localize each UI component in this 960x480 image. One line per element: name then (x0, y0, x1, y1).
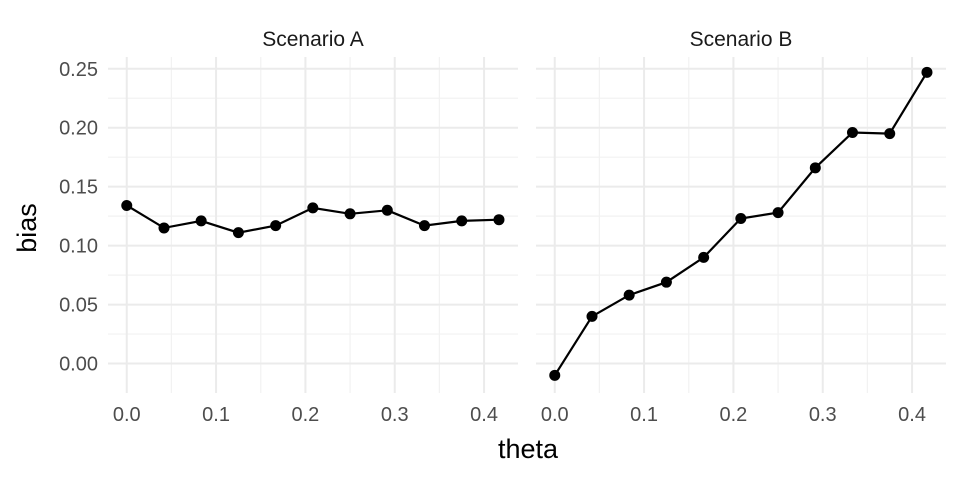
data-point (772, 207, 784, 219)
data-point (195, 215, 207, 227)
data-point (493, 214, 505, 226)
data-point (121, 200, 133, 212)
x-tick-label: 0.0 (113, 404, 141, 426)
data-point (698, 251, 710, 263)
x-tick-label: 0.4 (898, 404, 926, 426)
x-tick-label: 0.4 (470, 404, 498, 426)
y-tick-label: 0.20 (59, 118, 98, 140)
data-point (586, 310, 598, 322)
data-point (456, 215, 468, 227)
panel-scenario-a: Scenario A 0.0 0.1 0.2 0.3 0.4 (108, 28, 518, 426)
y-tick-label: 0.25 (59, 59, 98, 81)
data-point (549, 369, 561, 381)
x-axis-title: theta (498, 434, 559, 464)
y-tick-label: 0.05 (59, 295, 98, 317)
data-point (270, 220, 282, 232)
x-tick-label: 0.1 (202, 404, 230, 426)
data-point (307, 202, 319, 214)
data-point (623, 289, 635, 301)
panel-title: Scenario B (690, 28, 793, 51)
panel-scenario-b: Scenario B 0.0 0.1 0.2 0.3 0.4 (536, 28, 946, 426)
y-axis-title: bias (12, 203, 42, 253)
data-point (735, 213, 747, 225)
data-point (846, 126, 858, 138)
y-axis: 0.00 0.05 0.10 0.15 0.20 0.25 (59, 59, 98, 376)
x-tick-label: 0.2 (720, 404, 748, 426)
y-tick-label: 0.10 (59, 236, 98, 258)
x-tick-label: 0.0 (541, 404, 569, 426)
data-point (418, 220, 430, 232)
data-point (381, 204, 393, 216)
y-tick-label: 0.00 (59, 354, 98, 376)
data-point (660, 276, 672, 288)
x-tick-label: 0.2 (292, 404, 320, 426)
x-tick-label: 0.1 (630, 404, 658, 426)
data-point (232, 227, 244, 239)
data-point (884, 128, 896, 140)
data-point (344, 208, 356, 220)
data-point (921, 66, 933, 78)
data-point (809, 162, 821, 174)
x-tick-label: 0.3 (381, 404, 409, 426)
data-point (158, 222, 170, 234)
x-tick-label: 0.3 (809, 404, 837, 426)
panel-title: Scenario A (262, 28, 364, 51)
y-tick-label: 0.15 (59, 177, 98, 199)
